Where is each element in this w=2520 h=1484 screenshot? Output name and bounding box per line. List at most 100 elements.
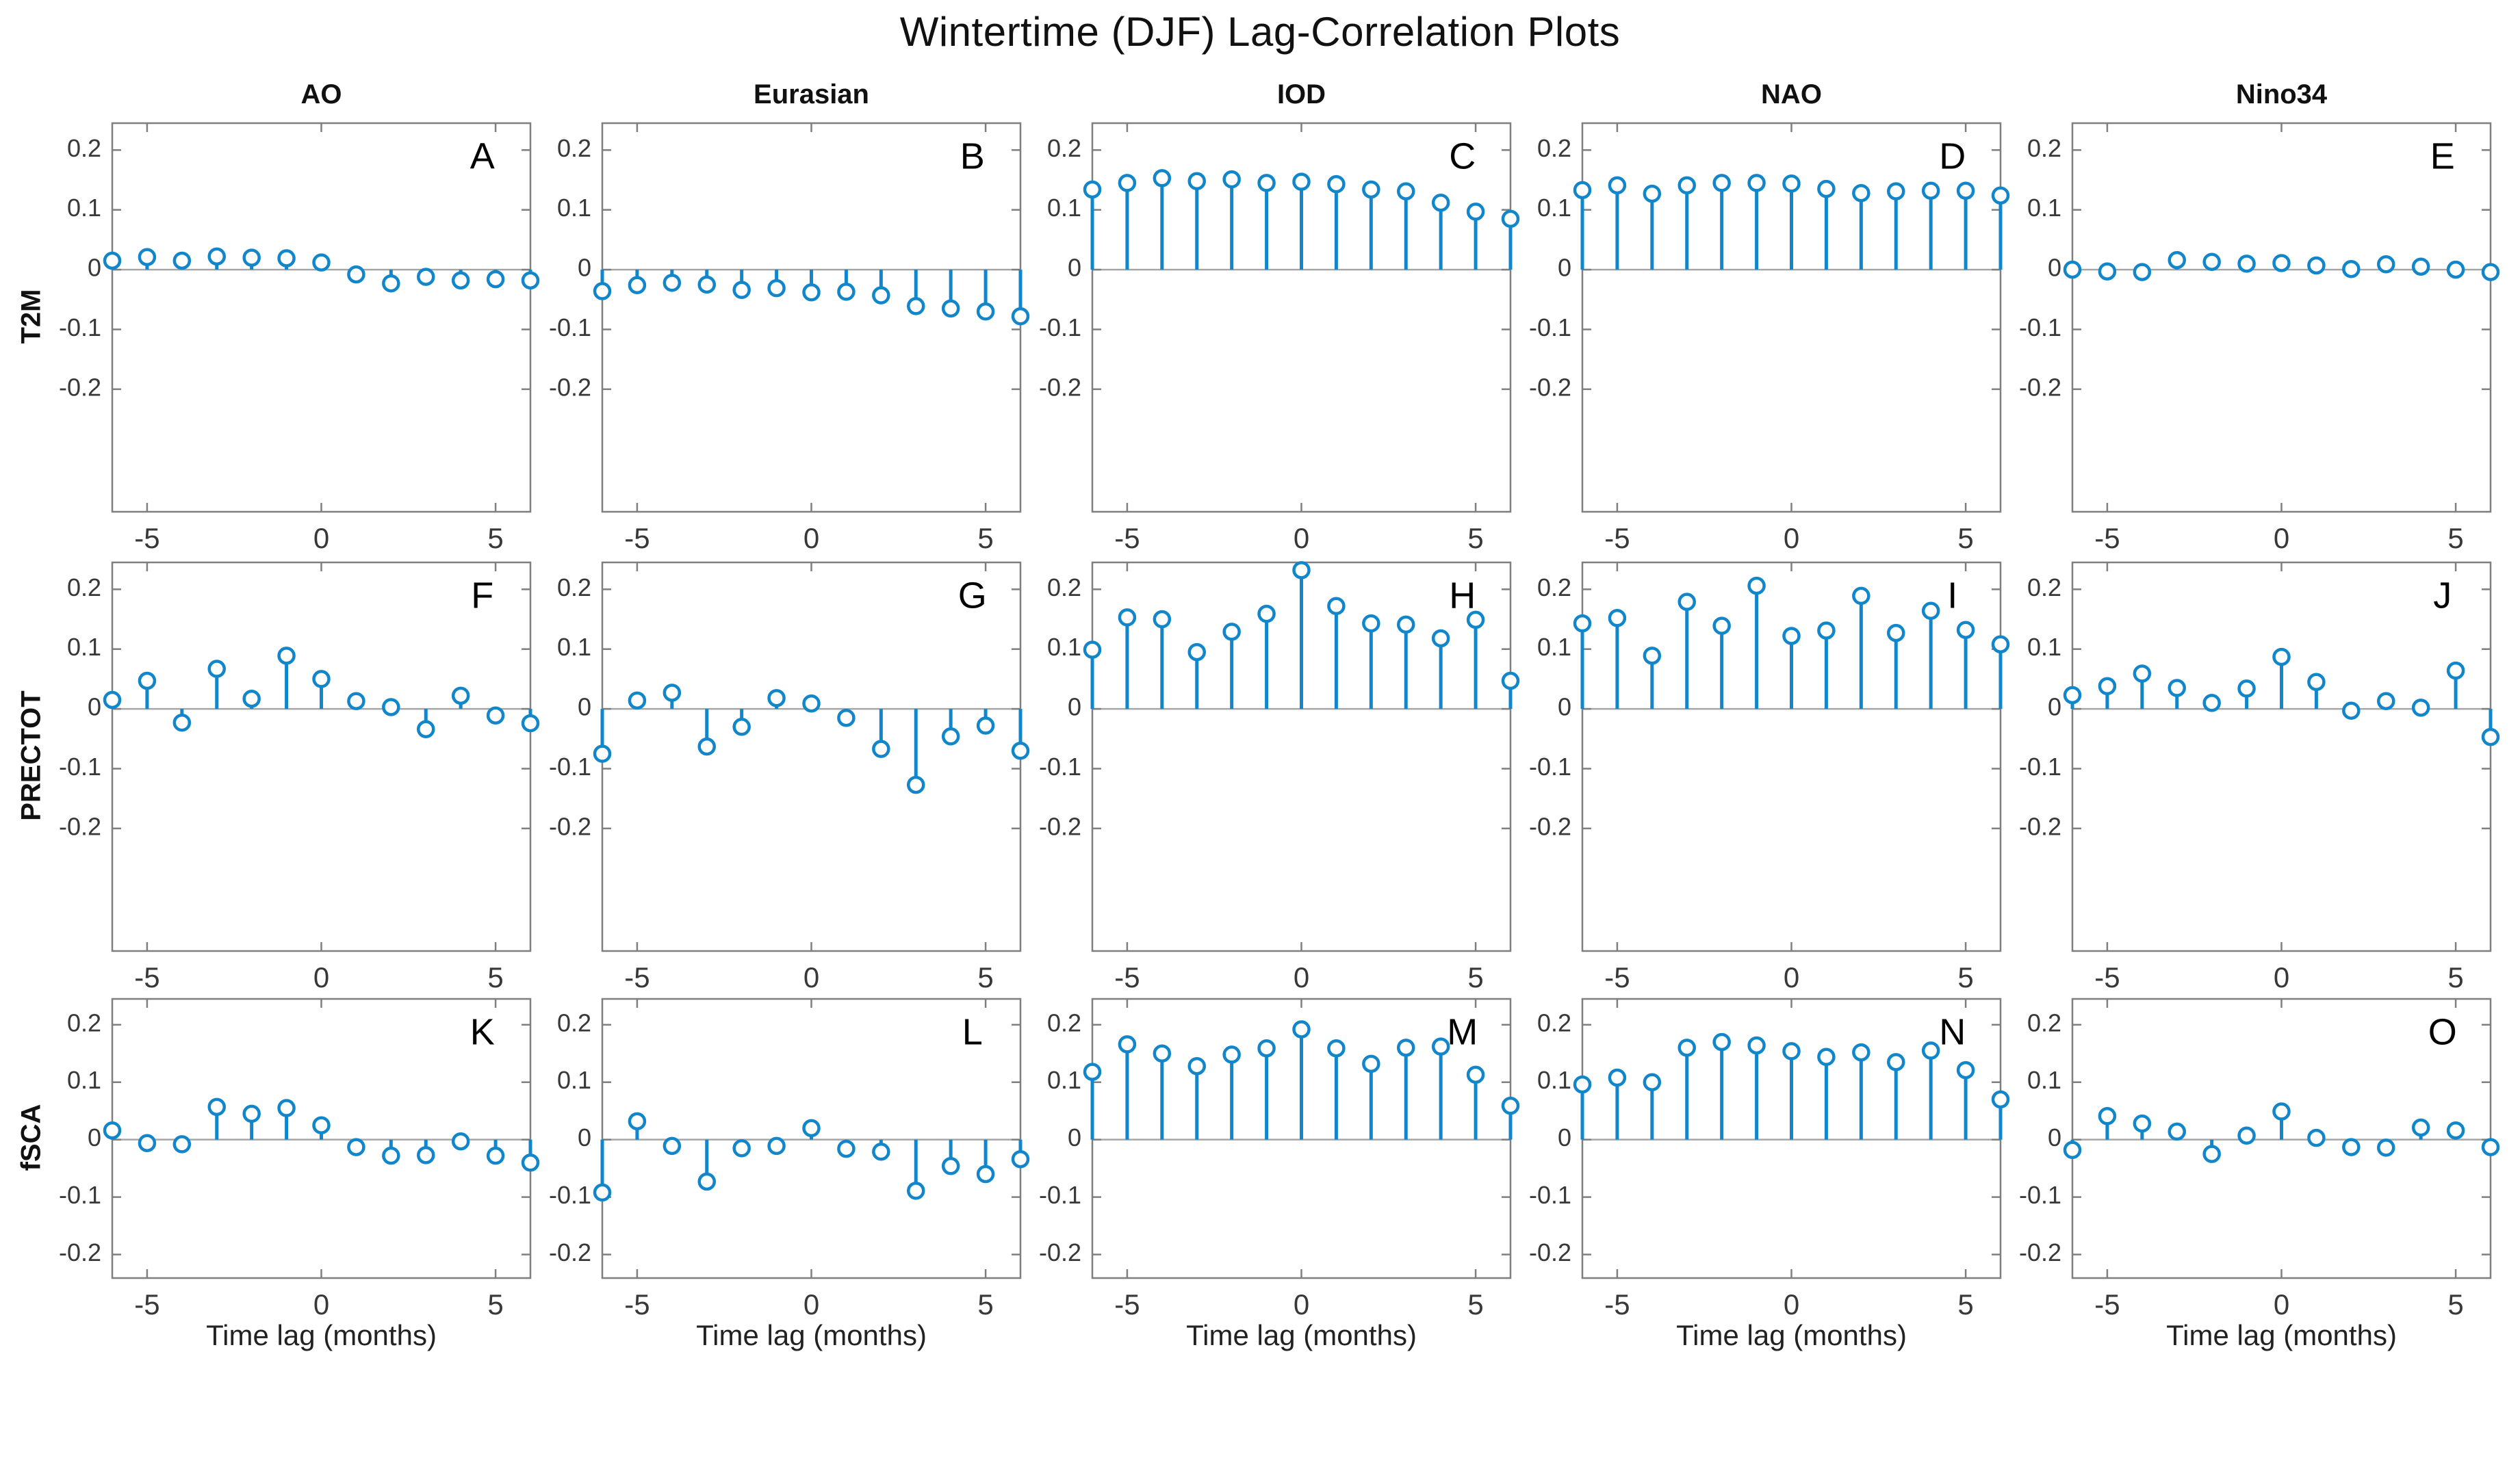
y-tick-label: -0.1 [59,753,101,781]
marker-k-lag-1 [277,1099,296,1117]
marker-a-lag-6 [103,251,122,270]
marker-c-lag5 [1466,203,1485,221]
marker-d-lag-5 [1608,176,1627,195]
marker-f-lag-6 [103,690,122,710]
marker-j-lag-6 [2063,686,2082,705]
x-tick-label: 5 [1467,961,1483,993]
x-tick-label: 5 [487,1288,503,1320]
x-axis-label-4: Time lag (months) [1676,1319,1907,1351]
y-tick-label: -0.1 [549,753,591,781]
x-tick-label: 0 [803,522,819,554]
x-tick-label: 5 [1957,1288,1973,1320]
x-tick-label: -5 [1604,1288,1630,1320]
marker-a-lag1 [347,265,365,284]
marker-n-lag4 [1921,1041,1940,1060]
marker-h-lag-6 [1083,640,1102,659]
marker-l-lag5 [976,1164,995,1184]
y-tick-label: 0.2 [1537,134,1571,162]
x-tick-label: 0 [1784,1288,1799,1320]
x-tick-label: -5 [1114,961,1140,993]
marker-f-lag-2 [242,689,261,708]
marker-i-lag3 [1887,623,1905,642]
y-tick-label: 0.2 [67,1008,101,1037]
y-tick-label: 0.1 [1047,1066,1081,1094]
marker-c-lag-1 [1257,174,1276,192]
marker-e-lag0 [2272,254,2291,272]
marker-d-lag1 [1817,179,1836,198]
marker-f-lag0 [312,670,331,688]
marker-a-lag2 [382,274,400,293]
y-tick-label: -0.1 [1529,1181,1571,1209]
y-tick-label: 0.1 [67,1066,101,1094]
panel-a: 0.2 0.1 0 -0.1 -0.2 -5 0 5 A [59,122,540,554]
x-tick-label: 5 [977,1288,993,1320]
x-tick-label: 5 [487,961,503,993]
panel-letter-e: E [2430,135,2455,177]
marker-j-lag4 [2411,699,2430,717]
marker-d-lag-3 [1677,176,1696,195]
y-tick-label: 0 [2048,1123,2061,1151]
marker-o-lag-5 [2098,1107,2117,1125]
marker-c-lag1 [1327,174,1346,194]
panel-m: 0.2 0.1 0 -0.1 -0.2 -5 0 5 M [1039,998,1520,1320]
y-tick-label: 0.2 [1047,573,1081,601]
marker-c-lag-5 [1118,174,1137,192]
marker-n-lag-1 [1747,1036,1766,1055]
marker-f-lag-1 [277,647,296,665]
marker-i-lag5 [1956,621,1975,639]
x-tick-label: -5 [2094,1288,2120,1320]
x-tick-label: 5 [1467,522,1483,554]
marker-i-lag-2 [1712,616,1731,635]
marker-e-lag-4 [2133,263,2152,281]
marker-l-lag2 [872,1143,890,1161]
marker-k-lag-5 [138,1134,157,1152]
x-tick-label: -5 [2094,961,2120,993]
x-tick-label: 0 [1784,961,1799,993]
column-title-eurasian: Eurasian [754,79,869,109]
panel-g: 0.2 0.1 0 -0.1 -0.2 -5 0 5 G [549,561,1030,993]
panel-h: 0.2 0.1 0 -0.1 -0.2 -5 0 5 H [1039,561,1520,993]
marker-d-lag5 [1956,181,1975,200]
marker-j-lag2 [2342,701,2361,720]
marker-b-lag3 [907,297,925,315]
marker-o-lag5 [2446,1121,2465,1140]
marker-f-lag6 [521,714,540,733]
panel-letter-i: I [1947,575,1957,616]
x-tick-label: -5 [134,961,159,993]
panel-letter-j: J [2433,575,2452,616]
marker-o-lag1 [2307,1128,2326,1147]
panel-n: 0.2 0.1 0 -0.1 -0.2 -5 0 5 N [1529,998,2010,1320]
x-tick-label: 0 [2274,961,2289,993]
marker-b-lag1 [837,283,856,301]
panel-l: 0.2 0.1 0 -0.1 -0.2 -5 0 5 L [549,998,1030,1320]
marker-d-lag3 [1887,182,1905,200]
marker-c-lag-3 [1187,172,1206,191]
marker-l-lag-3 [697,1172,716,1191]
axes-box [601,122,1022,513]
marker-b-lag-4 [663,274,682,292]
marker-a-lag-5 [138,248,157,266]
marker-i-lag-6 [1573,614,1592,633]
marker-m-lag-3 [1187,1056,1206,1076]
marker-c-lag-4 [1153,169,1172,187]
marker-k-lag1 [347,1138,365,1156]
x-tick-label: -5 [1114,522,1140,554]
marker-h-lag-5 [1118,608,1137,627]
x-axis-label-2: Time lag (months) [696,1319,927,1351]
y-tick-label: 0 [88,693,101,721]
panel-o: 0.2 0.1 0 -0.1 -0.2 -5 0 5 O [2019,998,2500,1320]
panel-letter-l: L [962,1011,983,1052]
marker-k-lag-4 [172,1135,192,1154]
panel-letter-c: C [1449,135,1476,177]
axes-box [2071,122,2492,513]
panel-e: 0.2 0.1 0 -0.1 -0.2 -5 0 5 E [2019,122,2500,554]
marker-g-lag-5 [628,691,647,710]
marker-h-lag3 [1397,615,1415,634]
marker-f-lag-3 [207,660,226,678]
marker-b-lag5 [976,302,995,321]
column-title-nino34: Nino34 [2235,79,2328,109]
y-tick-label: 0.1 [557,194,591,222]
marker-n-lag1 [1817,1047,1836,1067]
panel-j: 0.2 0.1 0 -0.1 -0.2 -5 0 5 J [2019,561,2500,993]
